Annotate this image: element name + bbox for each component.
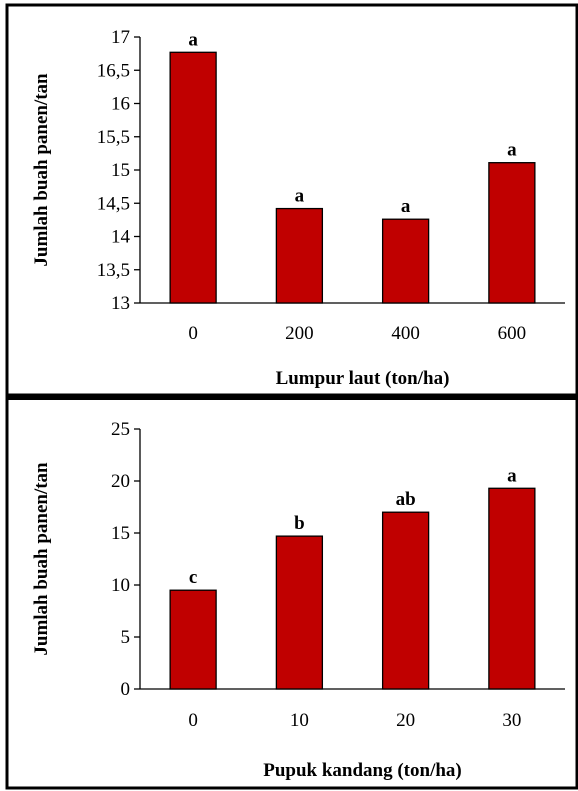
y-tick-labels: 0 5 10 15 20 25 — [111, 419, 140, 700]
significance-label: b — [294, 513, 305, 534]
x-tick-label: 10 — [290, 710, 309, 731]
y-tick-label: 16,5 — [97, 60, 130, 81]
significance-label: a — [507, 140, 517, 161]
x-axis-title: Lumpur laut (ton/ha) — [276, 368, 450, 389]
significance-label: c — [189, 567, 197, 588]
bar — [169, 589, 217, 690]
y-axis-title: Jumlah buah panen/tan — [31, 73, 52, 267]
significance-label: ab — [396, 489, 416, 510]
significance-label: a — [507, 465, 517, 486]
y-axis-title: Jumlah buah panen/tan — [31, 462, 52, 656]
x-tick-labels: 0 200 400 600 — [188, 323, 526, 344]
y-tick-label: 14 — [111, 227, 131, 248]
y-tick-label: 13,5 — [97, 260, 130, 281]
bars — [169, 487, 536, 690]
bar — [275, 207, 324, 304]
x-tick-labels: 0 10 20 30 — [188, 710, 521, 731]
chart-pupuk-kandang: 0 5 10 15 20 25 c b ab a 0 10 20 30 Pupuk kandang (… — [31, 419, 565, 781]
bar — [169, 51, 217, 304]
y-tick-label: 13 — [111, 293, 130, 314]
bar — [488, 162, 536, 304]
x-tick-label: 30 — [502, 710, 521, 731]
significance-label: a — [295, 186, 305, 207]
y-tick-label: 14,5 — [97, 193, 130, 214]
x-tick-label: 200 — [285, 323, 314, 344]
y-tick-label: 17 — [111, 27, 130, 48]
x-tick-label: 400 — [391, 323, 420, 344]
significance-labels: a a a a — [188, 29, 517, 217]
y-tick-label: 0 — [121, 679, 131, 700]
bars — [169, 51, 536, 304]
bar — [381, 511, 430, 690]
x-tick-label: 600 — [498, 323, 527, 344]
x-axis-title: Pupuk kandang (ton/ha) — [263, 760, 462, 781]
y-tick-label: 5 — [121, 627, 131, 648]
y-tick-label: 10 — [111, 575, 130, 596]
y-tick-label: 15 — [111, 160, 130, 181]
bar — [381, 218, 430, 304]
y-tick-label: 25 — [111, 419, 130, 440]
y-tick-labels: 13 13,5 14 14,5 15 15,5 16 16,5 17 — [97, 27, 140, 314]
y-tick-label: 15 — [111, 523, 130, 544]
significance-label: a — [401, 196, 411, 217]
bar — [488, 487, 536, 690]
significance-labels: c b ab a — [189, 465, 517, 588]
x-tick-label: 20 — [396, 710, 415, 731]
y-tick-label: 15,5 — [97, 127, 130, 148]
y-tick-label: 16 — [111, 94, 130, 115]
x-tick-label: 0 — [188, 710, 198, 731]
y-tick-label: 20 — [111, 471, 130, 492]
chart-lumpur-laut: 13 13,5 14 14,5 15 15,5 16 16,5 17 a a a a 0 200 400 6… — [31, 27, 565, 389]
bar — [275, 535, 324, 690]
x-tick-label: 0 — [188, 323, 198, 344]
significance-label: a — [188, 29, 198, 50]
